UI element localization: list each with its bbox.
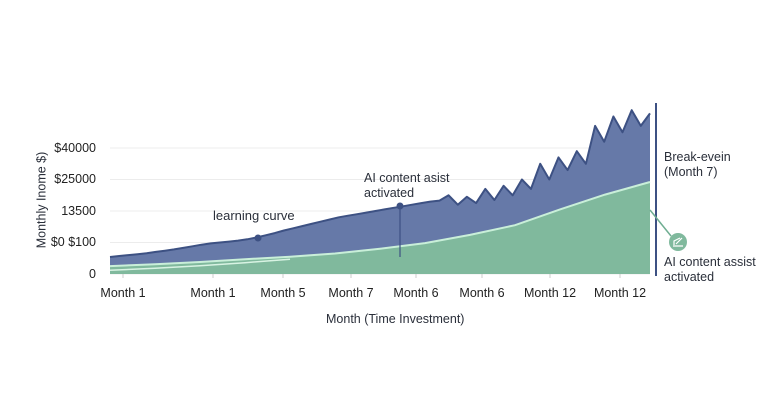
- y-tick-label: $25000: [54, 172, 96, 186]
- y-tick-label: $40000: [54, 141, 96, 155]
- y-tick-label: 13500: [61, 204, 96, 218]
- y-tick-label: 0: [89, 267, 96, 281]
- x-tick-label: Month 1: [190, 286, 236, 300]
- annotation-ai-assist: AI content assist activated: [664, 255, 756, 284]
- x-tick-label: Month 7: [328, 286, 374, 300]
- annotation-learning-curve: learning curve: [213, 208, 295, 223]
- x-tick-label: Month 12: [523, 286, 577, 300]
- annotation-ai-activated: AI content asist activated: [364, 171, 450, 200]
- x-tick-label: Month 6: [459, 286, 505, 300]
- y-axis-label: Monthly Inome $): [34, 151, 49, 249]
- series-area-ai-assist: [110, 182, 650, 274]
- y-tick-label: $0 $100: [50, 235, 96, 249]
- series-line-ai-assist: [109, 181, 651, 268]
- series-line-baseline: [109, 258, 291, 271]
- x-tick-label: Month 5: [260, 286, 306, 300]
- x-tick-label: Month 1: [100, 286, 146, 300]
- annotation-break-even: Break-evein (Month 7): [664, 150, 731, 179]
- ai-assist-connector: [649, 209, 672, 237]
- series-line-income: [109, 109, 651, 258]
- edit-icon-glyph: [673, 237, 683, 247]
- x-tick-label: Month 12: [593, 286, 647, 300]
- x-axis-label: Month (Time Investment): [326, 312, 465, 326]
- ai-activated-marker: [396, 202, 404, 210]
- x-tick-label: Month 6: [393, 286, 439, 300]
- learning-curve-marker: [254, 234, 262, 242]
